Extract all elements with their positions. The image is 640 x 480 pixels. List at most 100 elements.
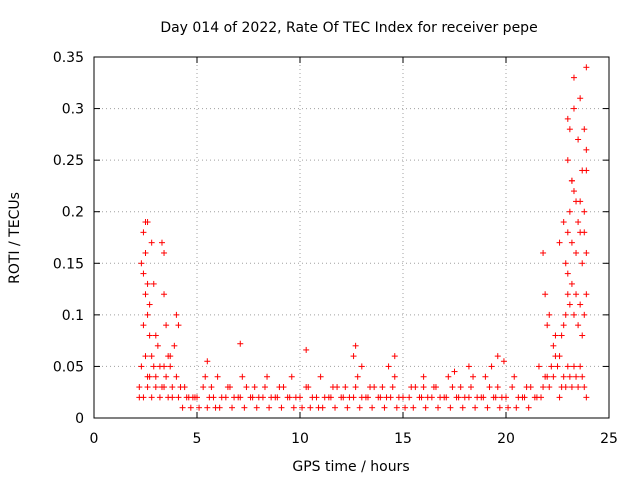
data-point xyxy=(329,384,336,391)
data-point xyxy=(344,404,351,411)
data-point xyxy=(577,363,584,370)
y-tick-label: 0.35 xyxy=(53,50,84,66)
x-tick-label: 5 xyxy=(193,431,202,447)
data-point xyxy=(451,368,458,375)
data-point xyxy=(175,394,182,401)
data-point xyxy=(554,363,561,370)
data-point xyxy=(581,126,588,133)
data-point xyxy=(484,404,491,411)
data-point xyxy=(406,394,413,401)
x-tick-labels: 0 5 10 15 20 25 xyxy=(90,431,618,447)
data-point xyxy=(261,384,268,391)
data-point xyxy=(200,384,207,391)
data-point xyxy=(144,373,151,380)
data-point xyxy=(556,239,563,246)
data-point xyxy=(445,373,452,380)
data-point xyxy=(179,404,186,411)
data-point xyxy=(575,322,582,329)
data-point xyxy=(140,322,147,329)
y-tick-labels: 0 0.05 0.1 0.15 0.2 0.25 0.3 0.35 xyxy=(53,50,84,427)
data-point xyxy=(144,280,151,287)
data-point xyxy=(560,322,567,329)
data-point xyxy=(432,384,439,391)
data-point xyxy=(387,394,394,401)
data-point xyxy=(144,219,151,226)
data-point xyxy=(558,332,565,339)
data-point xyxy=(154,342,161,349)
data-point xyxy=(540,249,547,256)
data-point xyxy=(352,342,359,349)
y-tick-label: 0.3 xyxy=(62,102,84,118)
data-point xyxy=(550,373,557,380)
data-point xyxy=(175,322,182,329)
data-point xyxy=(564,229,571,236)
data-point xyxy=(148,394,155,401)
data-point xyxy=(163,322,170,329)
data-point xyxy=(173,373,180,380)
data-point xyxy=(573,198,580,205)
data-point xyxy=(202,373,209,380)
data-point xyxy=(568,384,575,391)
data-point xyxy=(148,353,155,360)
data-point xyxy=(552,332,559,339)
data-point xyxy=(568,239,575,246)
data-point xyxy=(272,394,279,401)
data-point xyxy=(317,373,324,380)
data-point xyxy=(428,394,435,401)
data-point xyxy=(564,270,571,277)
data-point xyxy=(138,260,145,267)
data-point xyxy=(505,404,512,411)
data-point xyxy=(570,188,577,195)
data-point xyxy=(156,394,163,401)
data-point xyxy=(500,358,507,365)
data-point xyxy=(535,363,542,370)
data-point xyxy=(583,146,590,153)
data-point xyxy=(472,404,479,411)
data-point xyxy=(140,270,147,277)
data-point xyxy=(319,404,326,411)
data-point xyxy=(163,373,170,380)
x-axis-label: GPS time / hours xyxy=(292,459,409,475)
x-tick-label: 20 xyxy=(497,431,515,447)
data-point xyxy=(350,394,357,401)
data-point xyxy=(542,373,549,380)
data-point xyxy=(152,332,159,339)
data-point xyxy=(169,384,176,391)
data-point xyxy=(266,404,273,411)
data-point xyxy=(241,404,248,411)
data-point xyxy=(367,384,374,391)
data-point xyxy=(161,363,168,370)
data-point xyxy=(575,219,582,226)
data-point xyxy=(560,373,567,380)
data-point xyxy=(482,373,489,380)
data-point xyxy=(550,342,557,349)
data-point xyxy=(375,394,382,401)
data-point xyxy=(513,404,520,411)
data-point xyxy=(449,384,456,391)
data-point xyxy=(150,363,157,370)
data-point xyxy=(544,322,551,329)
data-point xyxy=(358,363,365,370)
data-point xyxy=(161,384,168,391)
data-point xyxy=(570,105,577,112)
data-point xyxy=(140,394,147,401)
data-point xyxy=(325,394,332,401)
data-point xyxy=(579,332,586,339)
data-point xyxy=(486,384,493,391)
data-point xyxy=(313,394,320,401)
data-points xyxy=(136,64,590,411)
data-point xyxy=(389,384,396,391)
data-point xyxy=(303,346,310,353)
x-tick-label: 10 xyxy=(291,431,309,447)
data-point xyxy=(276,384,283,391)
data-point xyxy=(239,373,246,380)
data-point xyxy=(381,404,388,411)
data-point xyxy=(243,384,250,391)
data-point xyxy=(142,291,149,298)
data-point xyxy=(391,373,398,380)
data-point xyxy=(167,363,174,370)
data-point xyxy=(542,291,549,298)
data-point xyxy=(259,394,266,401)
data-point xyxy=(393,404,400,411)
